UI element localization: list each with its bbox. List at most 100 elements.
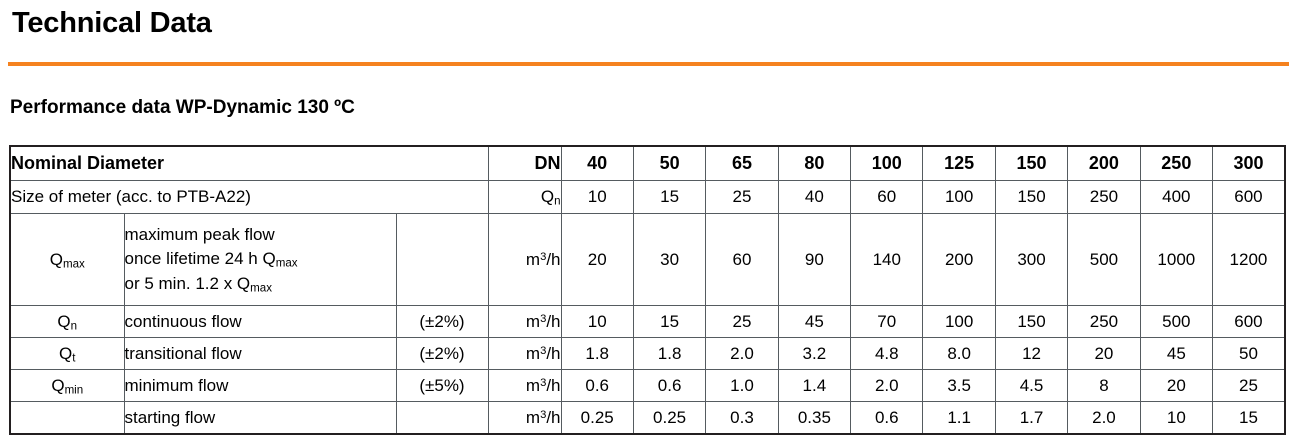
cell-size-of-meter-65: 25: [705, 180, 779, 214]
row-symbol-q-n: Qn: [9, 305, 125, 338]
table-row-nominal-diameter: Nominal Diameter DN 40 50 65 80 100 125 150 200 25…: [9, 145, 1286, 181]
column-header-dn-65: 65: [705, 145, 779, 181]
row-unit-q-n: m3/h: [487, 305, 562, 338]
table-body: Nominal Diameter DN 40 50 65 80 100 125 150 200 25…: [9, 145, 1286, 435]
cell-q-t-200: 20: [1067, 337, 1141, 370]
row-tolerance-starting-flow: [395, 401, 489, 435]
cell-q-t-125: 8.0: [922, 337, 996, 370]
performance-data-table-wrap: Nominal Diameter DN 40 50 65 80 100 125 150 200 25…: [9, 145, 1286, 435]
cell-q-max-100: 140: [850, 213, 924, 306]
table-row-q-n: Qn continuous flow (±2%) m3/h 10 15 25 45 70 100 1…: [9, 305, 1286, 338]
cell-q-n-150: 150: [994, 305, 1069, 338]
row-tolerance-q-t: (±2%): [395, 337, 489, 370]
row-unit-starting-flow: m3/h: [487, 401, 562, 435]
cell-q-n-250: 500: [1139, 305, 1214, 338]
cell-q-n-100: 70: [850, 305, 924, 338]
unit-qn: Qn: [487, 180, 562, 214]
cell-q-n-200: 250: [1067, 305, 1141, 338]
column-header-dn-250: 250: [1139, 145, 1214, 181]
cell-starting-flow-100: 0.6: [850, 401, 924, 435]
section-title: Performance data WP-Dynamic 130 ºC: [10, 97, 355, 118]
cell-q-max-200: 500: [1067, 213, 1141, 306]
cell-q-max-250: 1000: [1139, 213, 1214, 306]
cell-q-min-300: 25: [1212, 369, 1286, 402]
cell-size-of-meter-50: 15: [632, 180, 707, 214]
cell-size-of-meter-200: 250: [1067, 180, 1141, 214]
row-label-nominal-diameter: Nominal Diameter: [9, 145, 489, 181]
cell-size-of-meter-100: 60: [850, 180, 924, 214]
cell-size-of-meter-300: 600: [1212, 180, 1286, 214]
row-label-size-of-meter: Size of meter (acc. to PTB-A22): [9, 180, 489, 214]
cell-q-t-250: 45: [1139, 337, 1214, 370]
table-row-q-min: Qmin minimum flow (±5%) m3/h 0.6 0.6 1.0 1.4 2.0…: [9, 369, 1286, 402]
cell-q-n-125: 100: [922, 305, 996, 338]
row-symbol-q-min: Qmin: [9, 369, 125, 402]
row-unit-q-t: m3/h: [487, 337, 562, 370]
cell-q-max-65: 60: [705, 213, 779, 306]
cell-starting-flow-50: 0.25: [632, 401, 707, 435]
cell-size-of-meter-40: 10: [560, 180, 634, 214]
column-header-dn-40: 40: [560, 145, 634, 181]
column-header-dn-200: 200: [1067, 145, 1141, 181]
cell-q-min-125: 3.5: [922, 369, 996, 402]
cell-q-t-300: 50: [1212, 337, 1286, 370]
cell-q-max-300: 1200: [1212, 213, 1286, 306]
cell-starting-flow-125: 1.1: [922, 401, 996, 435]
cell-q-min-150: 4.5: [994, 369, 1069, 402]
table-row-q-max: Qmax maximum peak flow once lifetime 24 h …: [9, 213, 1286, 306]
cell-size-of-meter-250: 400: [1139, 180, 1214, 214]
cell-q-max-150: 300: [994, 213, 1069, 306]
cell-q-n-65: 25: [705, 305, 779, 338]
cell-size-of-meter-125: 100: [922, 180, 996, 214]
cell-q-min-100: 2.0: [850, 369, 924, 402]
table-row-size-of-meter: Size of meter (acc. to PTB-A22) Qn 10 15 25 4…: [9, 180, 1286, 214]
cell-q-max-50: 30: [632, 213, 707, 306]
row-unit-q-min: m3/h: [487, 369, 562, 402]
cell-q-min-250: 20: [1139, 369, 1214, 402]
row-unit-q-max: m3/h: [487, 213, 562, 306]
table-row-q-t: Qt transitional flow (±2%) m3/h 1.8 1.8 2.0 3.2…: [9, 337, 1286, 370]
row-description-q-min: minimum flow: [123, 369, 397, 402]
cell-q-min-65: 1.0: [705, 369, 779, 402]
column-header-dn-300: 300: [1212, 145, 1286, 181]
row-description-starting-flow: starting flow: [123, 401, 397, 435]
cell-starting-flow-80: 0.35: [777, 401, 852, 435]
cell-q-n-40: 10: [560, 305, 634, 338]
cell-q-t-80: 3.2: [777, 337, 852, 370]
cell-q-max-125: 200: [922, 213, 996, 306]
column-header-dn-150: 150: [994, 145, 1069, 181]
cell-starting-flow-40: 0.25: [560, 401, 634, 435]
cell-q-t-100: 4.8: [850, 337, 924, 370]
performance-data-table: Nominal Diameter DN 40 50 65 80 100 125 150 200 25…: [9, 145, 1286, 435]
cell-q-t-150: 12: [994, 337, 1069, 370]
row-symbol-q-t: Qt: [9, 337, 125, 370]
cell-starting-flow-150: 1.7: [994, 401, 1069, 435]
cell-q-max-40: 20: [560, 213, 634, 306]
cell-starting-flow-300: 15: [1212, 401, 1286, 435]
cell-q-min-80: 1.4: [777, 369, 852, 402]
cell-q-min-50: 0.6: [632, 369, 707, 402]
row-tolerance-q-min: (±5%): [395, 369, 489, 402]
cell-q-n-80: 45: [777, 305, 852, 338]
cell-starting-flow-250: 10: [1139, 401, 1214, 435]
row-symbol-starting-flow: [9, 401, 125, 435]
column-header-dn-100: 100: [850, 145, 924, 181]
row-tolerance-q-n: (±2%): [395, 305, 489, 338]
cell-q-t-50: 1.8: [632, 337, 707, 370]
cell-q-n-300: 600: [1212, 305, 1286, 338]
cell-q-t-65: 2.0: [705, 337, 779, 370]
row-symbol-q-max: Qmax: [9, 213, 125, 306]
cell-starting-flow-65: 0.3: [705, 401, 779, 435]
cell-q-min-40: 0.6: [560, 369, 634, 402]
row-tolerance-q-max: [395, 213, 489, 306]
unit-dn: DN: [487, 145, 562, 181]
column-header-dn-50: 50: [632, 145, 707, 181]
accent-divider: [8, 62, 1289, 66]
row-description-q-max: maximum peak flow once lifetime 24 h Qmax…: [123, 213, 397, 306]
cell-q-min-200: 8: [1067, 369, 1141, 402]
cell-size-of-meter-80: 40: [777, 180, 852, 214]
column-header-dn-80: 80: [777, 145, 852, 181]
cell-q-n-50: 15: [632, 305, 707, 338]
row-description-q-n: continuous flow: [123, 305, 397, 338]
